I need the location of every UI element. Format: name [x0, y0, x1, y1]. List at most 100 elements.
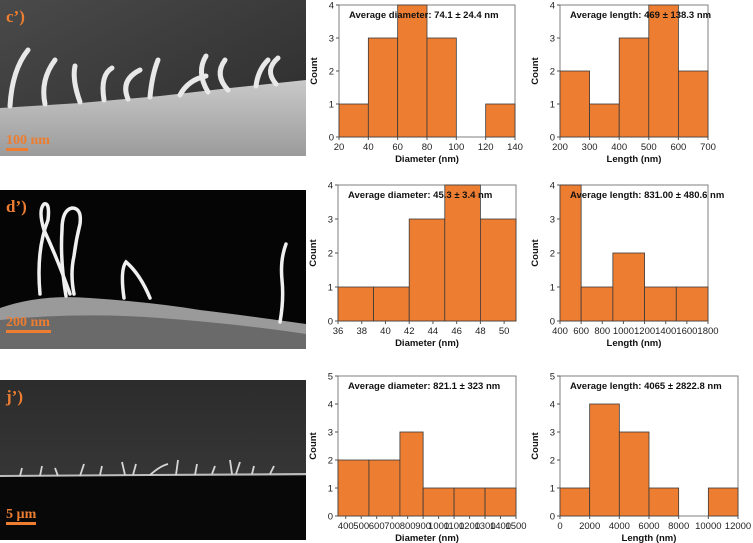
- x-tick-label: 800: [400, 521, 416, 532]
- average-annotation: Average length: 4065 ± 2822.8 nm: [570, 381, 722, 392]
- x-tick-label: 1800: [697, 326, 718, 337]
- y-tick-label: 3: [550, 428, 555, 439]
- y-tick-label: 5: [328, 372, 333, 383]
- scale-bar: [6, 522, 36, 525]
- y-tick-label: 3: [328, 428, 333, 439]
- y-tick-label: 3: [328, 215, 333, 226]
- y-tick-label: 4: [328, 400, 333, 411]
- x-axis-label: Length (nm): [607, 154, 662, 165]
- histogram-bar: [422, 487, 455, 517]
- average-annotation: Average diameter: 74.1 ± 24.4 nm: [349, 10, 499, 21]
- x-tick-label: 100: [448, 142, 464, 153]
- y-axis-label: Count: [308, 431, 319, 459]
- x-tick-label: 400: [338, 521, 354, 532]
- histogram-bar: [580, 286, 614, 322]
- x-axis-label: Diameter (nm): [395, 154, 459, 165]
- sem-panel-label: c’): [6, 7, 25, 26]
- y-tick-label: 3: [550, 215, 555, 226]
- histogram-bar: [408, 218, 446, 322]
- y-tick-label: 4: [328, 181, 333, 192]
- x-axis-label: Diameter (nm): [395, 338, 459, 349]
- average-annotation: Average diameter: 45.3 ± 3.4 nm: [348, 190, 492, 201]
- histogram-bar: [559, 487, 591, 517]
- x-tick-label: 400: [611, 142, 627, 153]
- histogram-bar: [589, 103, 620, 138]
- x-tick-label: 36: [333, 326, 344, 337]
- x-tick-label: 38: [356, 326, 367, 337]
- histogram-bar: [485, 103, 516, 138]
- x-tick-label: 2000: [579, 521, 600, 532]
- scale-bar-label: 5 µm: [6, 507, 37, 522]
- scale-bar: [6, 330, 51, 333]
- y-tick-label: 0: [550, 512, 555, 523]
- y-tick-label: 0: [328, 317, 333, 328]
- y-tick-label: 0: [328, 512, 333, 523]
- y-axis-label: Count: [530, 431, 541, 459]
- y-tick-label: 3: [550, 34, 555, 45]
- diameter-histogram-c: 0 1 2 3 4 20 40 60 80 100 120 140 Diameter (nm) Count…: [309, 0, 523, 166]
- histogram-bar: [399, 431, 424, 517]
- chart-svg: 0 1 2 3 4 20 40 60 80 100 120 140 Diameter (nm) Count…: [309, 1, 523, 166]
- y-tick-label: 0: [550, 317, 555, 328]
- y-tick-label: 2: [328, 456, 333, 467]
- histogram-bar: [677, 70, 709, 138]
- scale-bar: [6, 148, 28, 151]
- x-tick-label: 40: [363, 142, 374, 153]
- length-histogram-j: 0 1 2 3 4 5 0 2000 4000 6000 8000 10000 12000 Length …: [520, 370, 753, 543]
- x-tick-label: 46: [451, 326, 462, 337]
- x-tick-label: 8000: [668, 521, 689, 532]
- x-tick-label: 1000: [613, 326, 634, 337]
- histogram-bar: [337, 286, 374, 322]
- x-tick-label: 6000: [638, 521, 659, 532]
- length-histogram-c: 0 1 2 3 4 200 300 400 500 600 700 Length (nm) Count A…: [520, 0, 753, 166]
- sem-panel-label: d’): [6, 197, 27, 216]
- y-tick-label: 1: [550, 484, 555, 495]
- histogram-bar: [589, 403, 620, 517]
- chart-svg: 0 1 2 3 4 400 600 800 1000 1200 1400 1600 1800 Length…: [530, 181, 724, 350]
- x-tick-label: 1300: [474, 521, 495, 532]
- chart-svg: 0 1 2 3 4 5 0 2000 4000 6000 8000 10000 12000 Length …: [530, 372, 751, 543]
- scale-bar-label: 100 nm: [6, 133, 50, 148]
- x-tick-label: 50: [499, 326, 510, 337]
- x-tick-label: 800: [594, 326, 610, 337]
- diameter-histogram-d: 0 1 2 3 4 36 38 40 42 44 46 48 50 Diameter (nm) Count A…: [308, 178, 523, 349]
- y-tick-label: 2: [550, 249, 555, 260]
- average-annotation: Average diameter: 821.1 ± 323 nm: [348, 381, 500, 392]
- x-tick-label: 60: [392, 142, 403, 153]
- x-tick-label: 600: [573, 326, 589, 337]
- x-tick-label: 4000: [609, 521, 630, 532]
- x-tick-label: 600: [670, 142, 686, 153]
- x-tick-label: 400: [552, 326, 568, 337]
- x-tick-label: 10000: [695, 521, 721, 532]
- length-histogram-d: 0 1 2 3 4 400 600 800 1000 1200 1400 1600 1800 Length…: [520, 178, 753, 350]
- x-tick-label: 0: [557, 521, 562, 532]
- x-tick-label: 20: [334, 142, 345, 153]
- histogram-bar: [675, 286, 709, 322]
- y-tick-label: 2: [329, 67, 334, 78]
- x-axis-label: Length (nm): [607, 338, 662, 349]
- histogram-bar: [648, 487, 680, 517]
- x-axis-label: Diameter (nm): [395, 533, 459, 543]
- x-tick-label: 120: [478, 142, 494, 153]
- x-tick-label: 500: [641, 142, 657, 153]
- histogram-bar: [453, 487, 486, 517]
- x-tick-label: 300: [582, 142, 598, 153]
- histogram-bar: [426, 37, 457, 138]
- average-annotation: Average length: 469 ± 138.3 nm: [570, 10, 711, 21]
- y-tick-label: 1: [550, 100, 555, 111]
- x-axis-label: Length (nm): [622, 533, 677, 543]
- y-axis-label: Count: [530, 238, 541, 266]
- x-tick-label: 42: [404, 326, 415, 337]
- x-tick-label: 1400: [490, 521, 511, 532]
- y-tick-label: 1: [328, 283, 333, 294]
- histogram-bar: [648, 4, 679, 138]
- x-tick-label: 700: [384, 521, 400, 532]
- histogram-bar: [367, 37, 399, 138]
- histogram-bar: [337, 459, 370, 517]
- y-tick-label: 0: [329, 133, 334, 144]
- histogram-bar: [484, 487, 517, 517]
- y-tick-label: 2: [550, 67, 555, 78]
- histogram-bar: [373, 286, 410, 322]
- chart-svg: 0 1 2 3 4 200 300 400 500 600 700 Length (nm) Count A…: [530, 1, 716, 166]
